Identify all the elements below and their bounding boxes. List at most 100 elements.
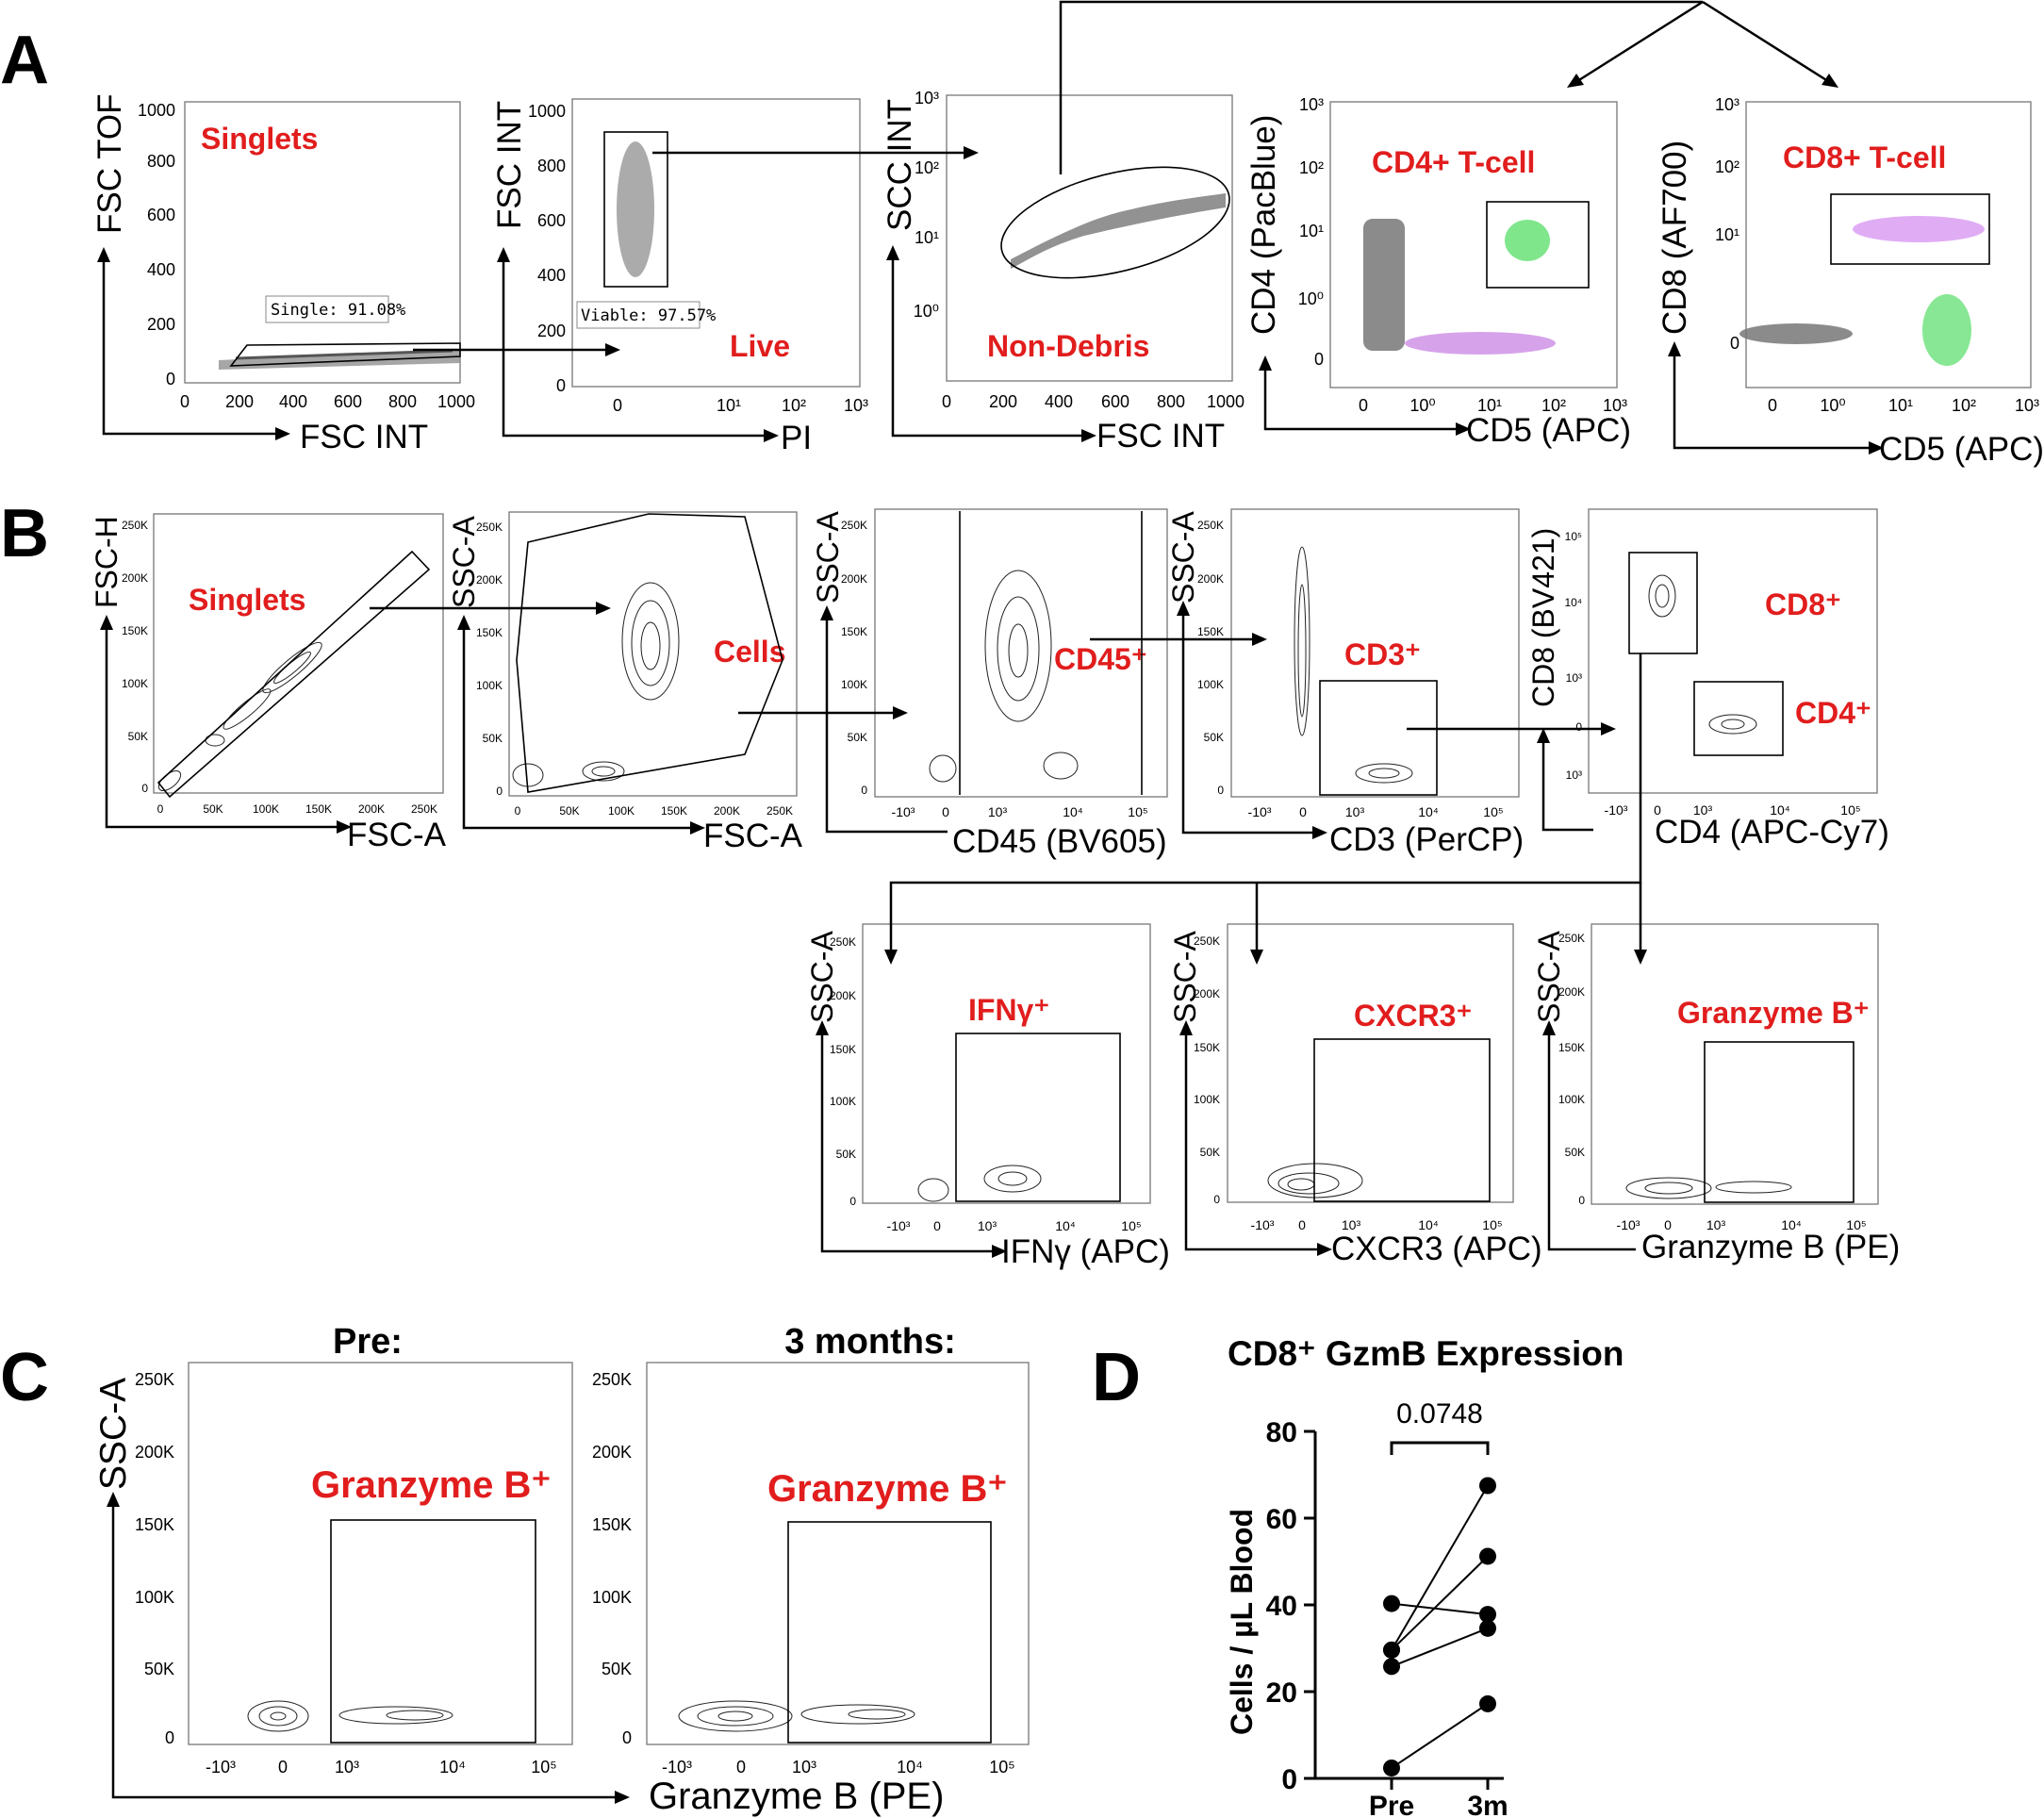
panel-letter-c: C bbox=[0, 1340, 49, 1415]
x-axis-label: IFNγ (APC) bbox=[1001, 1233, 1170, 1270]
y-tick: 800 bbox=[147, 152, 175, 171]
event-cloud bbox=[1739, 323, 1853, 344]
x-ticks: -10³ 0 10³ 10⁴ 10⁵ bbox=[1248, 804, 1504, 819]
x-tick: 10³ bbox=[2015, 396, 2039, 415]
y-tick: 100K bbox=[135, 1588, 174, 1607]
x-axis-label: CD5 (APC) bbox=[1879, 431, 2044, 468]
x-ticks: 0 10¹ 10² 10³ bbox=[613, 396, 868, 415]
x-tick: 0 bbox=[1664, 1217, 1672, 1232]
arrowhead bbox=[1869, 441, 1884, 454]
y-tick: 150K bbox=[1558, 1041, 1585, 1054]
gate-label: Cells bbox=[714, 635, 785, 669]
x-tick: 0 bbox=[1299, 804, 1307, 819]
cd3-gate bbox=[1319, 680, 1438, 796]
x-tick: 10³ bbox=[1706, 1217, 1726, 1232]
plot-frame bbox=[1329, 101, 1618, 388]
arrowhead bbox=[107, 1492, 120, 1507]
y-tick: 0 bbox=[849, 1195, 856, 1208]
event-cloud bbox=[1011, 193, 1226, 269]
plot-frame bbox=[874, 508, 1168, 798]
y-axis-label: SSC-A bbox=[1168, 931, 1202, 1023]
axis-arrows bbox=[102, 255, 283, 436]
cells-gate bbox=[516, 513, 783, 793]
contours bbox=[1625, 1177, 1792, 1199]
y-ticks: 0 10⁰ 10¹ 10² 10³ bbox=[1298, 95, 1324, 369]
axis-arrows bbox=[462, 622, 698, 830]
axis-arrows bbox=[825, 613, 948, 834]
y-tick: 0 bbox=[141, 782, 148, 795]
x-tick: 10² bbox=[1952, 396, 1976, 415]
event-cloud bbox=[617, 141, 654, 277]
y-tick: 200K bbox=[1194, 987, 1220, 1000]
gate-label: Singlets bbox=[201, 122, 318, 156]
arrowhead bbox=[457, 615, 470, 630]
chart-title: CD8⁺ GzmB Expression bbox=[1228, 1334, 1624, 1373]
chart-y-tick-label: 60 bbox=[1266, 1504, 1297, 1535]
y-tick: 400 bbox=[147, 260, 175, 279]
x-tick: 0 bbox=[942, 804, 949, 819]
cxcr3-gate bbox=[1313, 1038, 1491, 1202]
plot-b6: SSC-A IFNγ (APC) IFNγ⁺ 0 50K 100K 150K 2… bbox=[805, 923, 1170, 1270]
x-tick: 800 bbox=[388, 392, 417, 411]
chart-point bbox=[1383, 1658, 1400, 1676]
x-ticks: 0 10⁰ 10¹ 10² 10³ bbox=[1768, 396, 2039, 415]
y-tick: 150K bbox=[1197, 625, 1224, 638]
panel-a: FSC TOF FSC INT Singlets 0 200 400 600 8… bbox=[91, 0, 2044, 468]
y-ticks: 0 10¹ 10² 10³ bbox=[1715, 95, 1739, 353]
plot-a5: CD8 (AF700) CD5 (APC) CD8+ T-cell 0 10¹ … bbox=[1657, 95, 2044, 468]
x-tick: 150K bbox=[305, 802, 332, 816]
plot-b8: SSC-A Granzyme B (PE) Granzyme B⁺ 0 50K … bbox=[1532, 923, 1900, 1265]
panel-letter-a: A bbox=[0, 23, 49, 98]
gate-label: CD8+ T-cell bbox=[1783, 140, 1946, 174]
x-ticks: -10³ 0 10³ 10⁴ 10⁵ bbox=[887, 1218, 1142, 1233]
plot-b2: SSC-A FSC-A Cells 0 50K 100K 150K 200K 2… bbox=[447, 511, 803, 854]
plot-c-3m: 0 50K 100K 150K 200K 250K -10³ 0 10³ 10⁴… bbox=[592, 1362, 1030, 1777]
x-axis-label: Granzyme B (PE) bbox=[1641, 1229, 1900, 1265]
contours bbox=[1267, 1163, 1363, 1198]
y-tick: 0 bbox=[1314, 350, 1324, 369]
arrowhead bbox=[1312, 826, 1327, 839]
plot-frame bbox=[1230, 508, 1520, 798]
y-axis-label: CD4 (PacBlue) bbox=[1245, 115, 1282, 335]
y-ticks: 0 50K 100K 150K 200K 250K bbox=[830, 935, 856, 1208]
chart-pair-line bbox=[1391, 1602, 1489, 1616]
chart-point bbox=[1479, 1619, 1496, 1637]
axis-arrows bbox=[820, 1028, 999, 1253]
arrowhead bbox=[1259, 355, 1272, 371]
y-tick: 10¹ bbox=[915, 228, 939, 247]
chart-x-tick-label: 3m bbox=[1467, 1791, 1508, 1818]
y-tick: 100K bbox=[476, 679, 503, 692]
chart-y-axis-label: Cells / µL Blood bbox=[1225, 1509, 1259, 1735]
x-tick: 10³ bbox=[844, 396, 868, 415]
granzyme-gate bbox=[1704, 1041, 1854, 1203]
cd8-gate bbox=[1628, 552, 1698, 654]
panel-letter-b: B bbox=[0, 496, 49, 571]
y-axis-label: SSC-A bbox=[93, 1378, 134, 1490]
contours bbox=[678, 1700, 915, 1732]
y-axis-label: CD8 (BV421) bbox=[1526, 528, 1560, 707]
x-tick: 0 bbox=[613, 396, 622, 415]
y-tick: 250K bbox=[122, 519, 148, 532]
y-ticks: 0 50K 100K 150K 200K 250K bbox=[592, 1370, 632, 1747]
y-tick: 100K bbox=[1197, 678, 1224, 691]
arrowhead bbox=[1456, 422, 1471, 436]
singlet-gate bbox=[157, 550, 431, 799]
x-tick: 100K bbox=[608, 804, 635, 818]
y-tick: 10³ bbox=[915, 89, 939, 107]
x-axis-label: FSC INT bbox=[300, 419, 428, 455]
x-tick: -10³ bbox=[1251, 1217, 1275, 1232]
y-tick: 250K bbox=[1558, 932, 1585, 945]
chart-y-tick-label: 0 bbox=[1281, 1764, 1297, 1795]
arrowhead bbox=[690, 821, 705, 835]
arrowhead bbox=[820, 605, 833, 620]
x-tick: 150K bbox=[661, 804, 687, 818]
x-tick: 10⁵ bbox=[531, 1758, 556, 1777]
y-tick: 100K bbox=[122, 677, 148, 690]
arrowhead bbox=[1537, 728, 1550, 743]
x-tick: 250K bbox=[411, 802, 437, 816]
gate-label: Granzyme B⁺ bbox=[311, 1464, 552, 1506]
x-tick: 10⁴ bbox=[1770, 802, 1790, 818]
y-tick: 0 bbox=[861, 784, 867, 797]
x-tick: 0 bbox=[1298, 1217, 1306, 1232]
panel-b-flow-arrows bbox=[370, 602, 1647, 965]
